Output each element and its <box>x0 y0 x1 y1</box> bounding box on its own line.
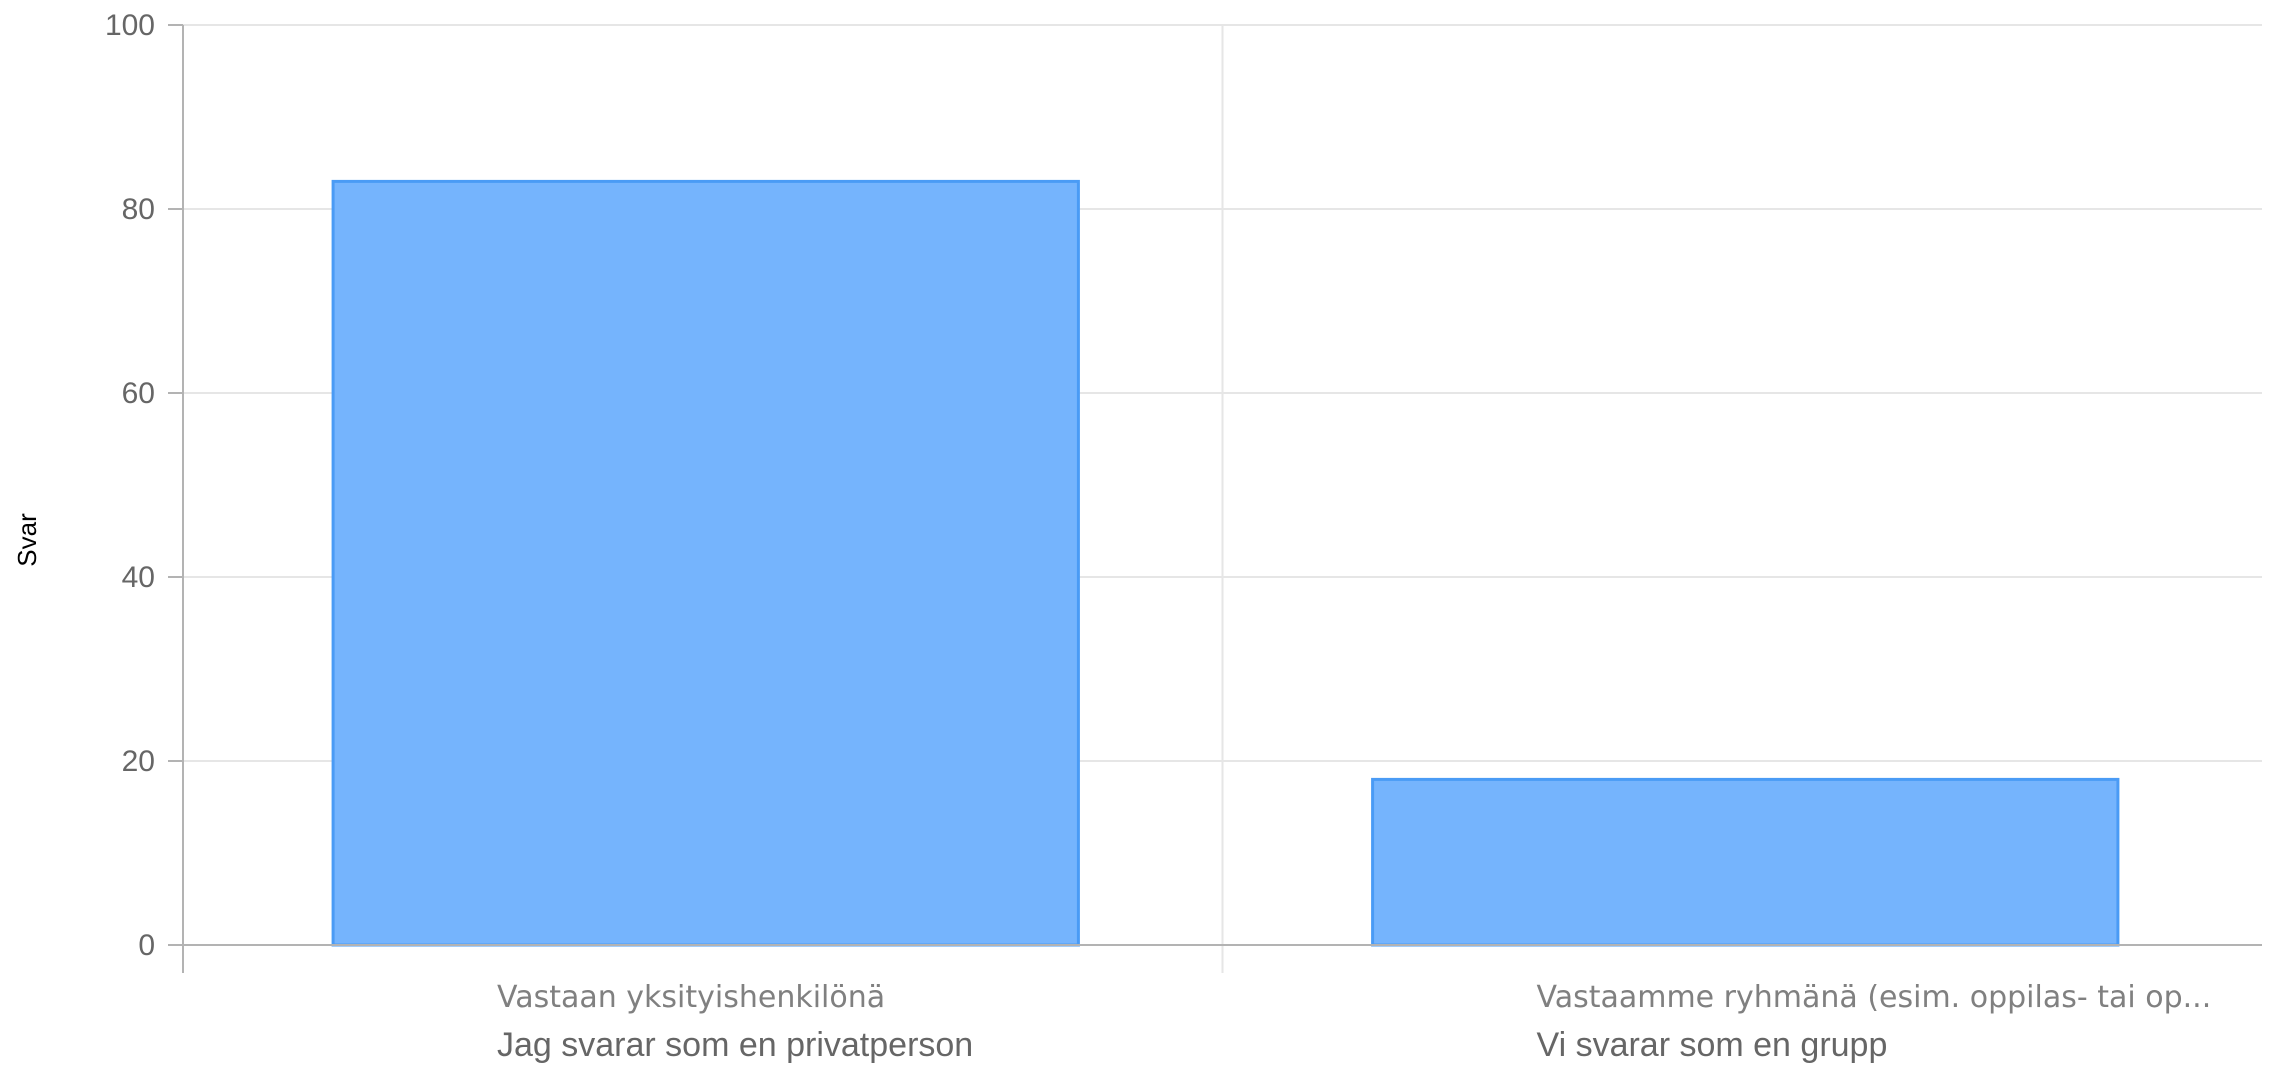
axes <box>168 24 2262 973</box>
x-category-sublabel: Jag svarar som en privatperson <box>497 1026 973 1064</box>
y-tick-label: 100 <box>105 9 155 42</box>
bar-1[interactable] <box>331 179 1080 947</box>
x-category-sublabel: Vi svarar som en grupp <box>1537 1026 1888 1064</box>
y-tick-label: 0 <box>138 929 155 962</box>
bars <box>331 179 2120 947</box>
y-tick-label: 20 <box>122 745 155 778</box>
y-tick-label: 60 <box>122 377 155 410</box>
bar-2[interactable] <box>1371 777 2120 947</box>
x-category-label: Vastaan yksityishenkilönä <box>497 980 885 1015</box>
x-category-label: Vastaamme ryhmänä (esim. oppilas- tai op… <box>1537 980 2212 1015</box>
y-tick-label: 40 <box>122 561 155 594</box>
y-axis-label: Svar <box>12 513 42 567</box>
labels: 0 20 40 60 80 100 Vastaan yksityishenkilönä Jag… <box>105 9 2211 1064</box>
y-tick-label: 80 <box>122 193 155 226</box>
